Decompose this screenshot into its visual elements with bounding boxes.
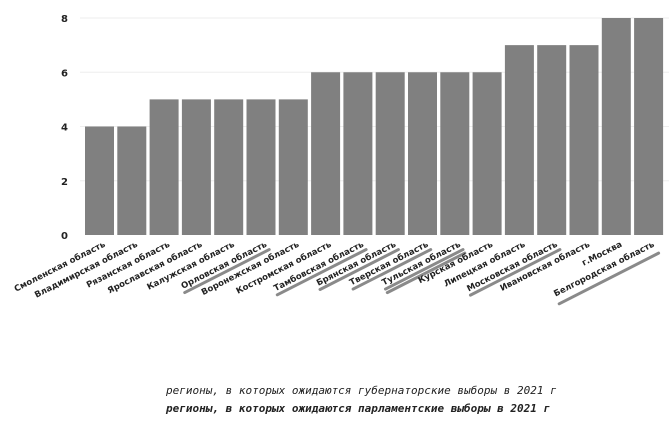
bar — [214, 99, 244, 235]
y-tick-label: 2 — [61, 177, 68, 188]
parliamentary-underline — [385, 251, 467, 295]
bar — [343, 72, 373, 235]
bar — [246, 99, 276, 235]
y-tick-label: 0 — [61, 231, 68, 242]
bar — [181, 99, 211, 235]
y-axis-ticks: 0 2 4 6 8 — [61, 14, 68, 242]
bar — [375, 72, 405, 235]
legend-gubernatorial-note: регионы, в которых ожидаются губернаторс… — [166, 384, 557, 397]
legend-parliamentary-note: регионы, в которых ожидаются парламентск… — [166, 402, 551, 415]
bar — [117, 126, 147, 235]
gubernatorial-underline — [183, 248, 271, 295]
bar — [601, 18, 631, 235]
bar — [569, 45, 599, 235]
y-tick-label: 8 — [61, 14, 68, 25]
bar — [634, 18, 664, 235]
parliamentary-underline — [557, 251, 661, 306]
y-tick-label: 4 — [61, 123, 68, 134]
bar — [537, 45, 567, 235]
bar — [472, 72, 502, 235]
bar — [311, 72, 341, 235]
bar — [149, 99, 179, 235]
bar — [85, 126, 114, 235]
bars — [85, 18, 664, 235]
bar — [440, 72, 470, 235]
gubernatorial-underline — [383, 248, 465, 291]
bar — [504, 45, 534, 235]
gubernatorial-underline — [351, 248, 433, 291]
gubernatorial-underline — [318, 248, 400, 291]
y-tick-label: 6 — [61, 68, 68, 79]
bar — [408, 72, 437, 235]
bar — [278, 99, 308, 235]
gubernatorial-underline — [468, 248, 562, 297]
gubernatorial-underline — [275, 248, 368, 297]
